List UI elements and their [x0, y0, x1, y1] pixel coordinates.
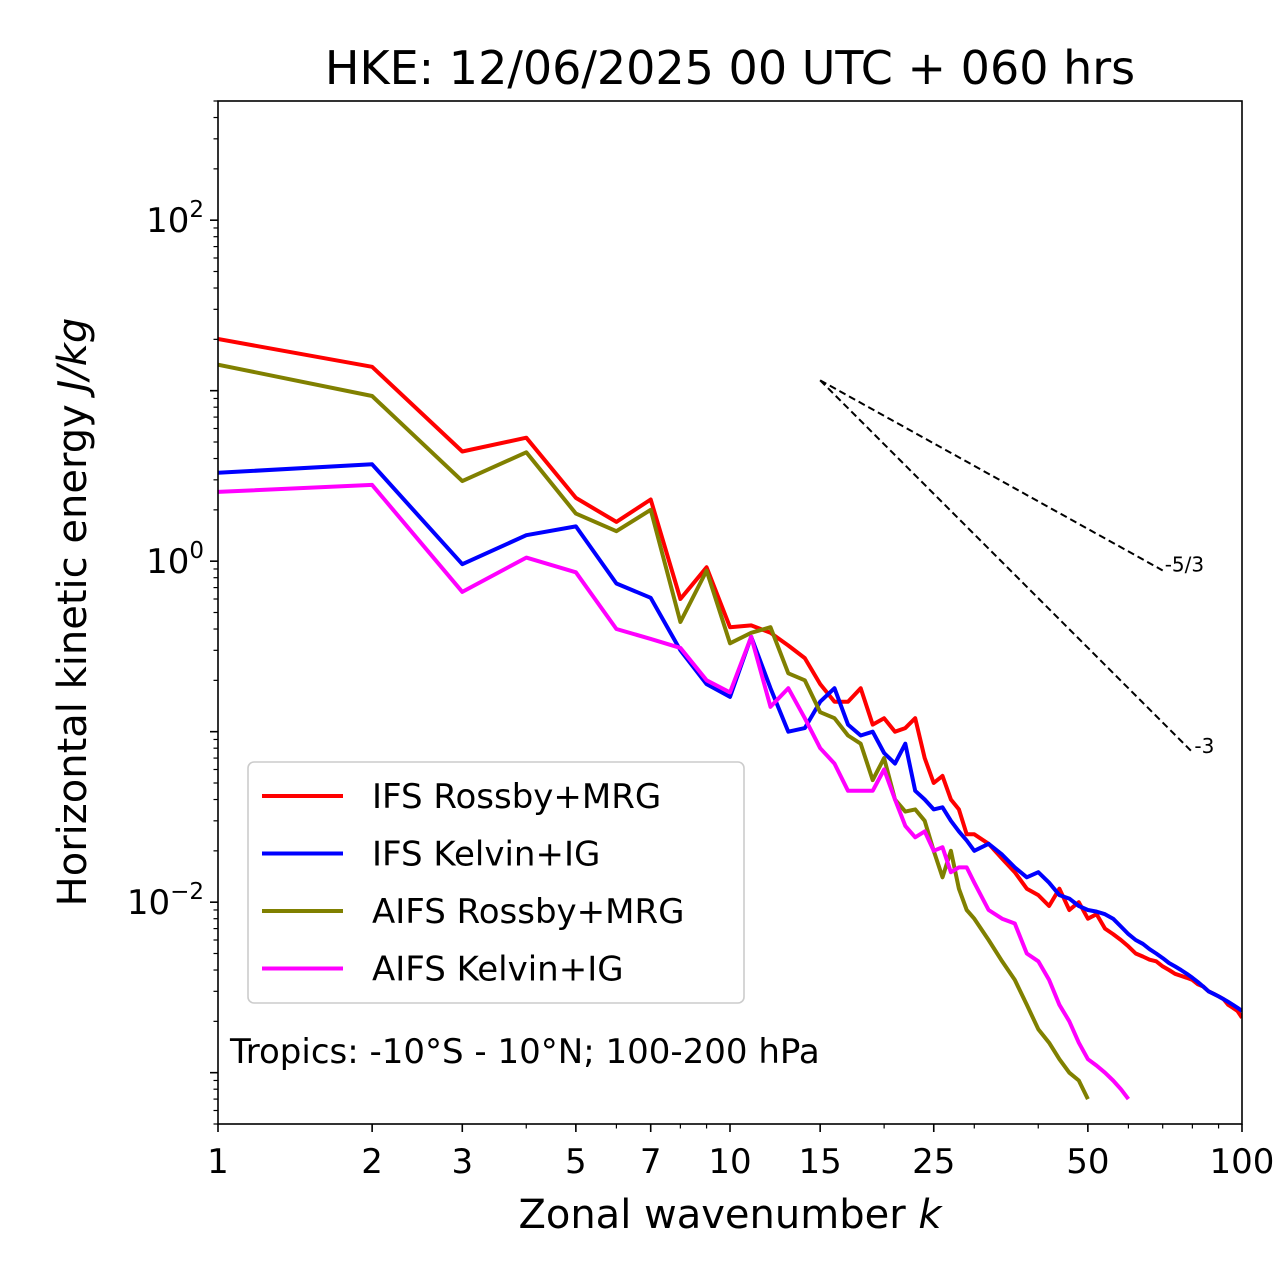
x-tick-label: 3 — [451, 1142, 473, 1182]
x-tick-label: 2 — [361, 1142, 383, 1182]
region-annotation: Tropics: -10°S - 10°N; 100-200 hPa — [229, 1032, 820, 1072]
legend-label: AIFS Rossby+MRG — [372, 892, 684, 932]
plot-frame — [217, 100, 1243, 1125]
legend: IFS Rossby+MRG IFS Kelvin+IG AIFS Rossby+M… — [247, 761, 745, 1004]
y-tick-labels: 102 100 10−2 — [127, 197, 204, 923]
y-axis-label-text: Horizontal kinetic energy — [50, 392, 96, 907]
legend-label: IFS Rossby+MRG — [372, 777, 661, 817]
x-tick-label: 25 — [912, 1142, 955, 1182]
x-axis-label-text: Zonal wavenumber — [518, 1192, 918, 1238]
legend-label: IFS Kelvin+IG — [372, 835, 600, 875]
x-tick-label: 10 — [708, 1142, 751, 1182]
reference-line-label: -5/3 — [1165, 552, 1204, 576]
x-tick-label: 5 — [565, 1142, 587, 1182]
x-axis-label-symbol: k — [918, 1192, 943, 1238]
series-lines — [218, 337, 1242, 1101]
y-axis-label-units: J/kg — [50, 318, 96, 399]
chart-title: HKE: 12/06/2025 00 UTC + 060 hrs — [325, 41, 1135, 95]
reference-line-label: -3 — [1194, 734, 1214, 758]
x-tick-label: 15 — [799, 1142, 842, 1182]
legend-box — [247, 761, 745, 1004]
x-tick-label: 50 — [1066, 1142, 1109, 1182]
y-axis-label: Horizontal kinetic energy J/kg — [50, 318, 96, 907]
legend-label: AIFS Kelvin+IG — [372, 950, 624, 990]
y-tick-label: 102 — [146, 197, 204, 241]
x-tick-label: 100 — [1210, 1142, 1275, 1182]
x-tick-label: 1 — [207, 1142, 229, 1182]
x-axis-label: Zonal wavenumber k — [518, 1192, 943, 1238]
x-tick-label: 7 — [640, 1142, 662, 1182]
series-line — [218, 482, 1130, 1101]
series-line — [218, 462, 1242, 1013]
x-tick-labels: 1 2 3 5 7 10 15 25 50 100 — [207, 1142, 1274, 1182]
y-tick-label: 100 — [146, 538, 204, 582]
y-tick-label: 10−2 — [127, 879, 204, 923]
